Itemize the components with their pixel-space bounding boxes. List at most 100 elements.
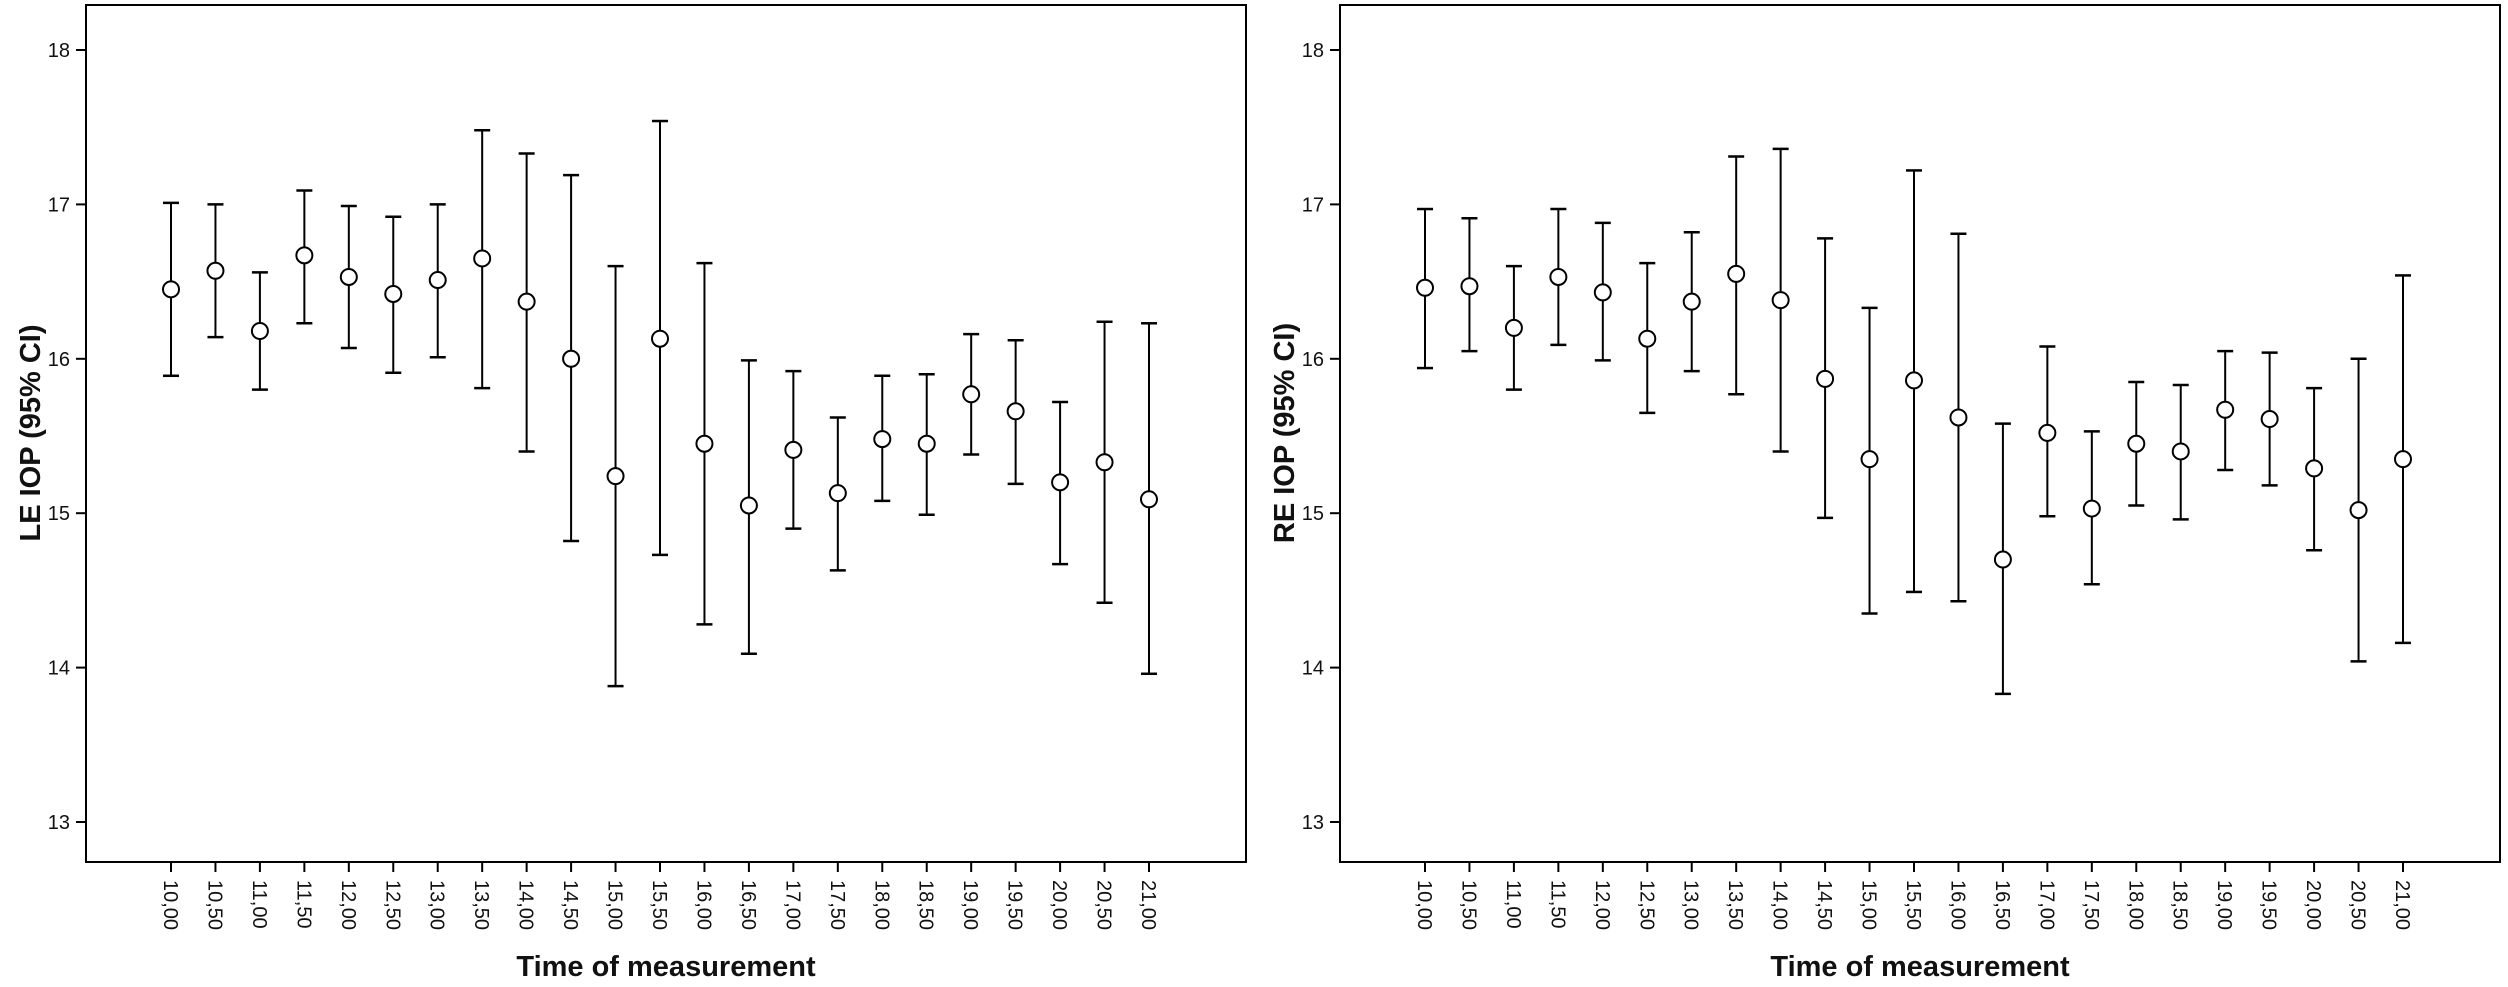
error-bar bbox=[206, 203, 225, 339]
mean-marker bbox=[917, 434, 936, 453]
error-bar bbox=[2171, 383, 2190, 521]
x-tick-label: 14,50 bbox=[559, 880, 581, 930]
chart-le-iop-svg: 13 14 15 16 17 18 10,00 10,50 11,00 11,50 12,00 12,… bbox=[15, 4, 1247, 983]
y-tick-label: 15 bbox=[1302, 503, 1324, 525]
mean-marker bbox=[1549, 267, 1568, 286]
x-tick-label: 16,00 bbox=[1946, 880, 1968, 930]
mean-marker bbox=[1949, 408, 1968, 427]
x-tick-label: 10,00 bbox=[159, 880, 181, 930]
error-bar bbox=[1638, 261, 1657, 415]
x-tick-label: 18,00 bbox=[2124, 880, 2146, 930]
error-bar bbox=[473, 129, 492, 390]
mean-marker bbox=[250, 322, 269, 341]
mean-marker bbox=[2216, 400, 2235, 419]
error-bar bbox=[162, 201, 180, 378]
error-bar bbox=[2394, 274, 2412, 645]
x-axis-title: Time of measurement bbox=[516, 951, 816, 983]
error-bar bbox=[695, 261, 714, 626]
mean-marker bbox=[2171, 442, 2190, 461]
x-tick-label: 18,50 bbox=[2169, 880, 2191, 930]
error-bar bbox=[1460, 217, 1479, 353]
x-tick-label: 11,00 bbox=[1502, 880, 1524, 929]
x-tick-label: 20,00 bbox=[1048, 880, 1070, 930]
mean-marker bbox=[695, 434, 714, 453]
chart-re-iop-svg: 13 14 15 16 17 18 10,00 10,50 11,00 11,50 12,00 12,… bbox=[1269, 4, 2501, 983]
error-bar bbox=[2038, 345, 2057, 518]
error-bar bbox=[339, 204, 358, 350]
mean-marker bbox=[1816, 369, 1835, 388]
mean-marker bbox=[1727, 264, 1746, 283]
x-tick-label: 15,50 bbox=[1902, 880, 1924, 930]
error-bar bbox=[384, 215, 403, 374]
x-tick-label: 11,00 bbox=[248, 880, 270, 929]
error-bar bbox=[784, 369, 803, 530]
x-tick-label: 20,50 bbox=[2347, 880, 2369, 930]
error-bar bbox=[1095, 320, 1114, 605]
x-tick-label: 17,50 bbox=[2080, 880, 2102, 930]
plot-frame bbox=[1339, 4, 2501, 863]
x-tick-label: 11,50 bbox=[1546, 880, 1568, 929]
mean-marker bbox=[1771, 291, 1790, 310]
error-bar bbox=[606, 264, 625, 688]
x-tick-label: 13,50 bbox=[1724, 880, 1746, 930]
error-bar bbox=[1816, 237, 1835, 520]
mean-marker bbox=[2127, 434, 2146, 453]
mean-marker bbox=[2305, 459, 2324, 478]
error-bar bbox=[1860, 306, 1879, 615]
mean-marker bbox=[295, 246, 314, 265]
mean-marker bbox=[1140, 490, 1158, 509]
error-bar bbox=[250, 271, 269, 391]
error-bar bbox=[1504, 264, 1523, 391]
x-tick-label: 14,00 bbox=[515, 880, 537, 930]
error-bar bbox=[651, 119, 669, 557]
x-tick-label: 20,50 bbox=[1093, 880, 1115, 930]
mean-marker bbox=[2394, 450, 2412, 469]
error-bar bbox=[2216, 349, 2235, 472]
x-tick-label: 19,00 bbox=[2213, 880, 2235, 930]
x-tick-label: 19,50 bbox=[1004, 880, 1026, 930]
mean-marker bbox=[1460, 277, 1479, 296]
mean-marker bbox=[1638, 329, 1657, 348]
mean-marker bbox=[1593, 283, 1612, 302]
x-tick-label: 10,50 bbox=[1457, 880, 1479, 930]
error-bar bbox=[428, 203, 447, 359]
mean-marker bbox=[1860, 450, 1879, 469]
y-tick-label: 15 bbox=[48, 503, 70, 525]
error-bar bbox=[2305, 386, 2324, 552]
chart-re-iop: 13 14 15 16 17 18 10,00 10,50 11,00 11,50 12,00 12,… bbox=[1254, 0, 2508, 987]
error-bar bbox=[517, 152, 536, 453]
mean-marker bbox=[739, 496, 758, 515]
error-bar bbox=[962, 332, 981, 456]
y-axis-title: LE IOP (95% CI) bbox=[15, 324, 47, 541]
mean-marker bbox=[339, 267, 358, 286]
x-tick-label: 20,00 bbox=[2302, 880, 2324, 930]
mean-marker bbox=[606, 467, 625, 486]
mean-marker bbox=[2038, 423, 2057, 442]
x-tick-label: 12,00 bbox=[337, 880, 359, 930]
error-bar bbox=[828, 416, 847, 572]
x-tick-label: 21,00 bbox=[1137, 880, 1159, 930]
plot-frame bbox=[85, 4, 1247, 863]
mean-marker bbox=[1051, 473, 1070, 492]
y-tick-label: 17 bbox=[48, 194, 70, 216]
mean-marker bbox=[651, 329, 669, 348]
x-tick-label: 15,50 bbox=[648, 880, 670, 930]
x-tick-label: 10,00 bbox=[1413, 880, 1435, 930]
mean-marker bbox=[828, 484, 847, 503]
mean-marker bbox=[1504, 318, 1523, 337]
mean-marker bbox=[162, 280, 180, 299]
error-bar bbox=[1593, 221, 1612, 362]
x-tick-label: 13,00 bbox=[1680, 880, 1702, 930]
error-bar bbox=[739, 359, 758, 655]
error-bar bbox=[1771, 147, 1790, 453]
mean-marker bbox=[2260, 410, 2279, 429]
mean-marker bbox=[784, 440, 803, 459]
mean-marker bbox=[2082, 499, 2101, 518]
mean-marker bbox=[1095, 453, 1114, 472]
x-tick-label: 17,50 bbox=[826, 880, 848, 930]
mean-marker bbox=[1682, 292, 1701, 311]
error-bar bbox=[2082, 430, 2101, 586]
mean-marker bbox=[1006, 402, 1025, 421]
x-tick-label: 14,50 bbox=[1813, 880, 1835, 930]
x-tick-label: 14,00 bbox=[1769, 880, 1791, 930]
